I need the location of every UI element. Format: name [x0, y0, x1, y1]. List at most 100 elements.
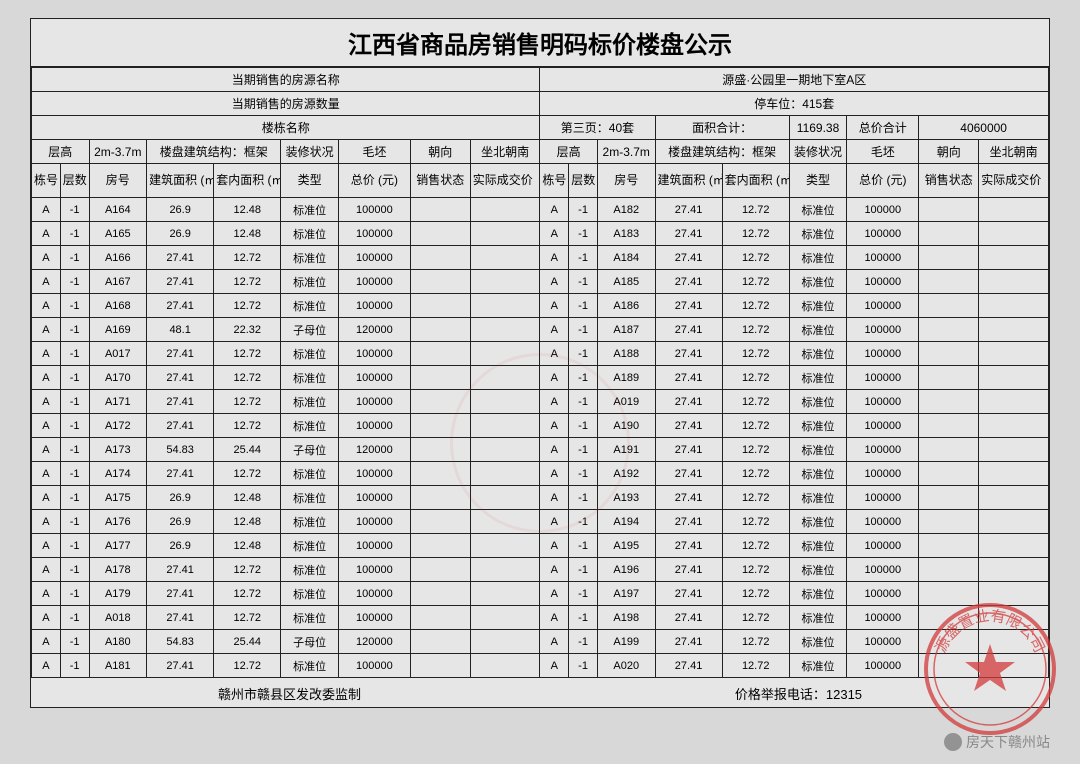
cell: -1: [569, 510, 598, 534]
cell: [979, 510, 1049, 534]
wechat-icon: [944, 733, 962, 751]
cell: A: [540, 366, 569, 390]
cell: 12.48: [214, 486, 281, 510]
cell: [919, 246, 979, 270]
cell: [979, 462, 1049, 486]
cell: [919, 510, 979, 534]
cell: [919, 558, 979, 582]
price-sheet: 江西省商品房销售明码标价楼盘公示 当期销售的房源名称 源盛·公园里一期地下室A区…: [30, 18, 1050, 708]
data-row: A-1A18054.8325.44子母位120000A-1A19927.4112…: [32, 630, 1049, 654]
cell: 标准位: [281, 414, 339, 438]
cell: -1: [60, 654, 89, 678]
cell: -1: [569, 222, 598, 246]
cell: [919, 534, 979, 558]
cell: 标准位: [789, 222, 847, 246]
cell: [470, 510, 540, 534]
cell: 12.72: [722, 246, 789, 270]
cell: A: [32, 246, 61, 270]
cell: A175: [89, 486, 147, 510]
cell: A180: [89, 630, 147, 654]
cell: A: [32, 438, 61, 462]
cell: 标准位: [789, 606, 847, 630]
hdr-cenggao-r: 层高: [540, 140, 598, 164]
cell: 27.41: [147, 654, 214, 678]
cell: -1: [60, 198, 89, 222]
cell: A165: [89, 222, 147, 246]
cell: 12.72: [722, 438, 789, 462]
cell: 26.9: [147, 198, 214, 222]
cell: [410, 198, 470, 222]
hdr-xs-r: 销售状态: [919, 164, 979, 198]
cell: 12.72: [722, 630, 789, 654]
colhdr-row-2: 栋号 层数 房号 建筑面积 (㎡) 套内面积 (㎡) 类型 总价 (元) 销售状…: [32, 164, 1049, 198]
cell: [919, 462, 979, 486]
cell: A: [32, 318, 61, 342]
cell: 27.41: [147, 270, 214, 294]
cell: [410, 222, 470, 246]
cell: A178: [89, 558, 147, 582]
cell: A: [32, 222, 61, 246]
cell: A182: [597, 198, 655, 222]
cell: 标准位: [281, 510, 339, 534]
cell: -1: [569, 654, 598, 678]
cell: A196: [597, 558, 655, 582]
cell: 27.41: [147, 294, 214, 318]
cell: 27.41: [655, 486, 722, 510]
cell: -1: [60, 366, 89, 390]
cell: A188: [597, 342, 655, 366]
cell: [410, 342, 470, 366]
cell: 27.41: [655, 654, 722, 678]
cell: [470, 438, 540, 462]
data-row: A-1A17354.8325.44子母位120000A-1A19127.4112…: [32, 438, 1049, 462]
cell: -1: [60, 270, 89, 294]
cell: A167: [89, 270, 147, 294]
data-row: A-1A17827.4112.72标准位100000A-1A19627.4112…: [32, 558, 1049, 582]
colhdr-row-1: 层高 2m-3.7m 楼盘建筑结构：框架 装修状况 毛坯 朝向 坐北朝南 层高 …: [32, 140, 1049, 164]
data-row: A-1A17726.912.48标准位100000A-1A19527.4112.…: [32, 534, 1049, 558]
hdr-lx-l: 类型: [281, 164, 339, 198]
cell: [470, 342, 540, 366]
cell: [470, 582, 540, 606]
data-row: A-1A18127.4112.72标准位100000A-1A02027.4112…: [32, 654, 1049, 678]
hdr-zuobei-l: 坐北朝南: [470, 140, 540, 164]
cell: A: [32, 390, 61, 414]
cell: A174: [89, 462, 147, 486]
cell: A191: [597, 438, 655, 462]
cell: 12.72: [722, 198, 789, 222]
cell: 12.72: [722, 366, 789, 390]
cell: A: [32, 606, 61, 630]
data-row: A-1A17526.912.48标准位100000A-1A19327.4112.…: [32, 486, 1049, 510]
cell: 标准位: [281, 270, 339, 294]
cell: 27.41: [147, 342, 214, 366]
cell: -1: [569, 366, 598, 390]
cell: 标准位: [789, 582, 847, 606]
hdr-tn-l: 套内面积 (㎡): [214, 164, 281, 198]
cell: [410, 510, 470, 534]
cell: 27.41: [655, 318, 722, 342]
cell: A177: [89, 534, 147, 558]
cell: -1: [569, 606, 598, 630]
left-name-label: 当期销售的房源名称: [32, 68, 540, 92]
cell: A: [32, 342, 61, 366]
cell: [470, 294, 540, 318]
cell: -1: [60, 414, 89, 438]
cell: [979, 534, 1049, 558]
hdr-zj-l: 总价 (元): [338, 164, 410, 198]
cell: 12.72: [722, 558, 789, 582]
cell: [919, 294, 979, 318]
cell: 100000: [847, 318, 919, 342]
cell: [979, 630, 1049, 654]
cell: [410, 630, 470, 654]
cell: [979, 582, 1049, 606]
cell: 120000: [338, 318, 410, 342]
cell: A184: [597, 246, 655, 270]
cell: A: [540, 294, 569, 318]
cell: 12.72: [722, 270, 789, 294]
hdr-lx-r: 类型: [789, 164, 847, 198]
cell: 标准位: [789, 318, 847, 342]
cell: A169: [89, 318, 147, 342]
cell: A176: [89, 510, 147, 534]
project-name: 源盛·公园里一期地下室A区: [540, 68, 1049, 92]
cell: A: [540, 390, 569, 414]
cell: [410, 438, 470, 462]
